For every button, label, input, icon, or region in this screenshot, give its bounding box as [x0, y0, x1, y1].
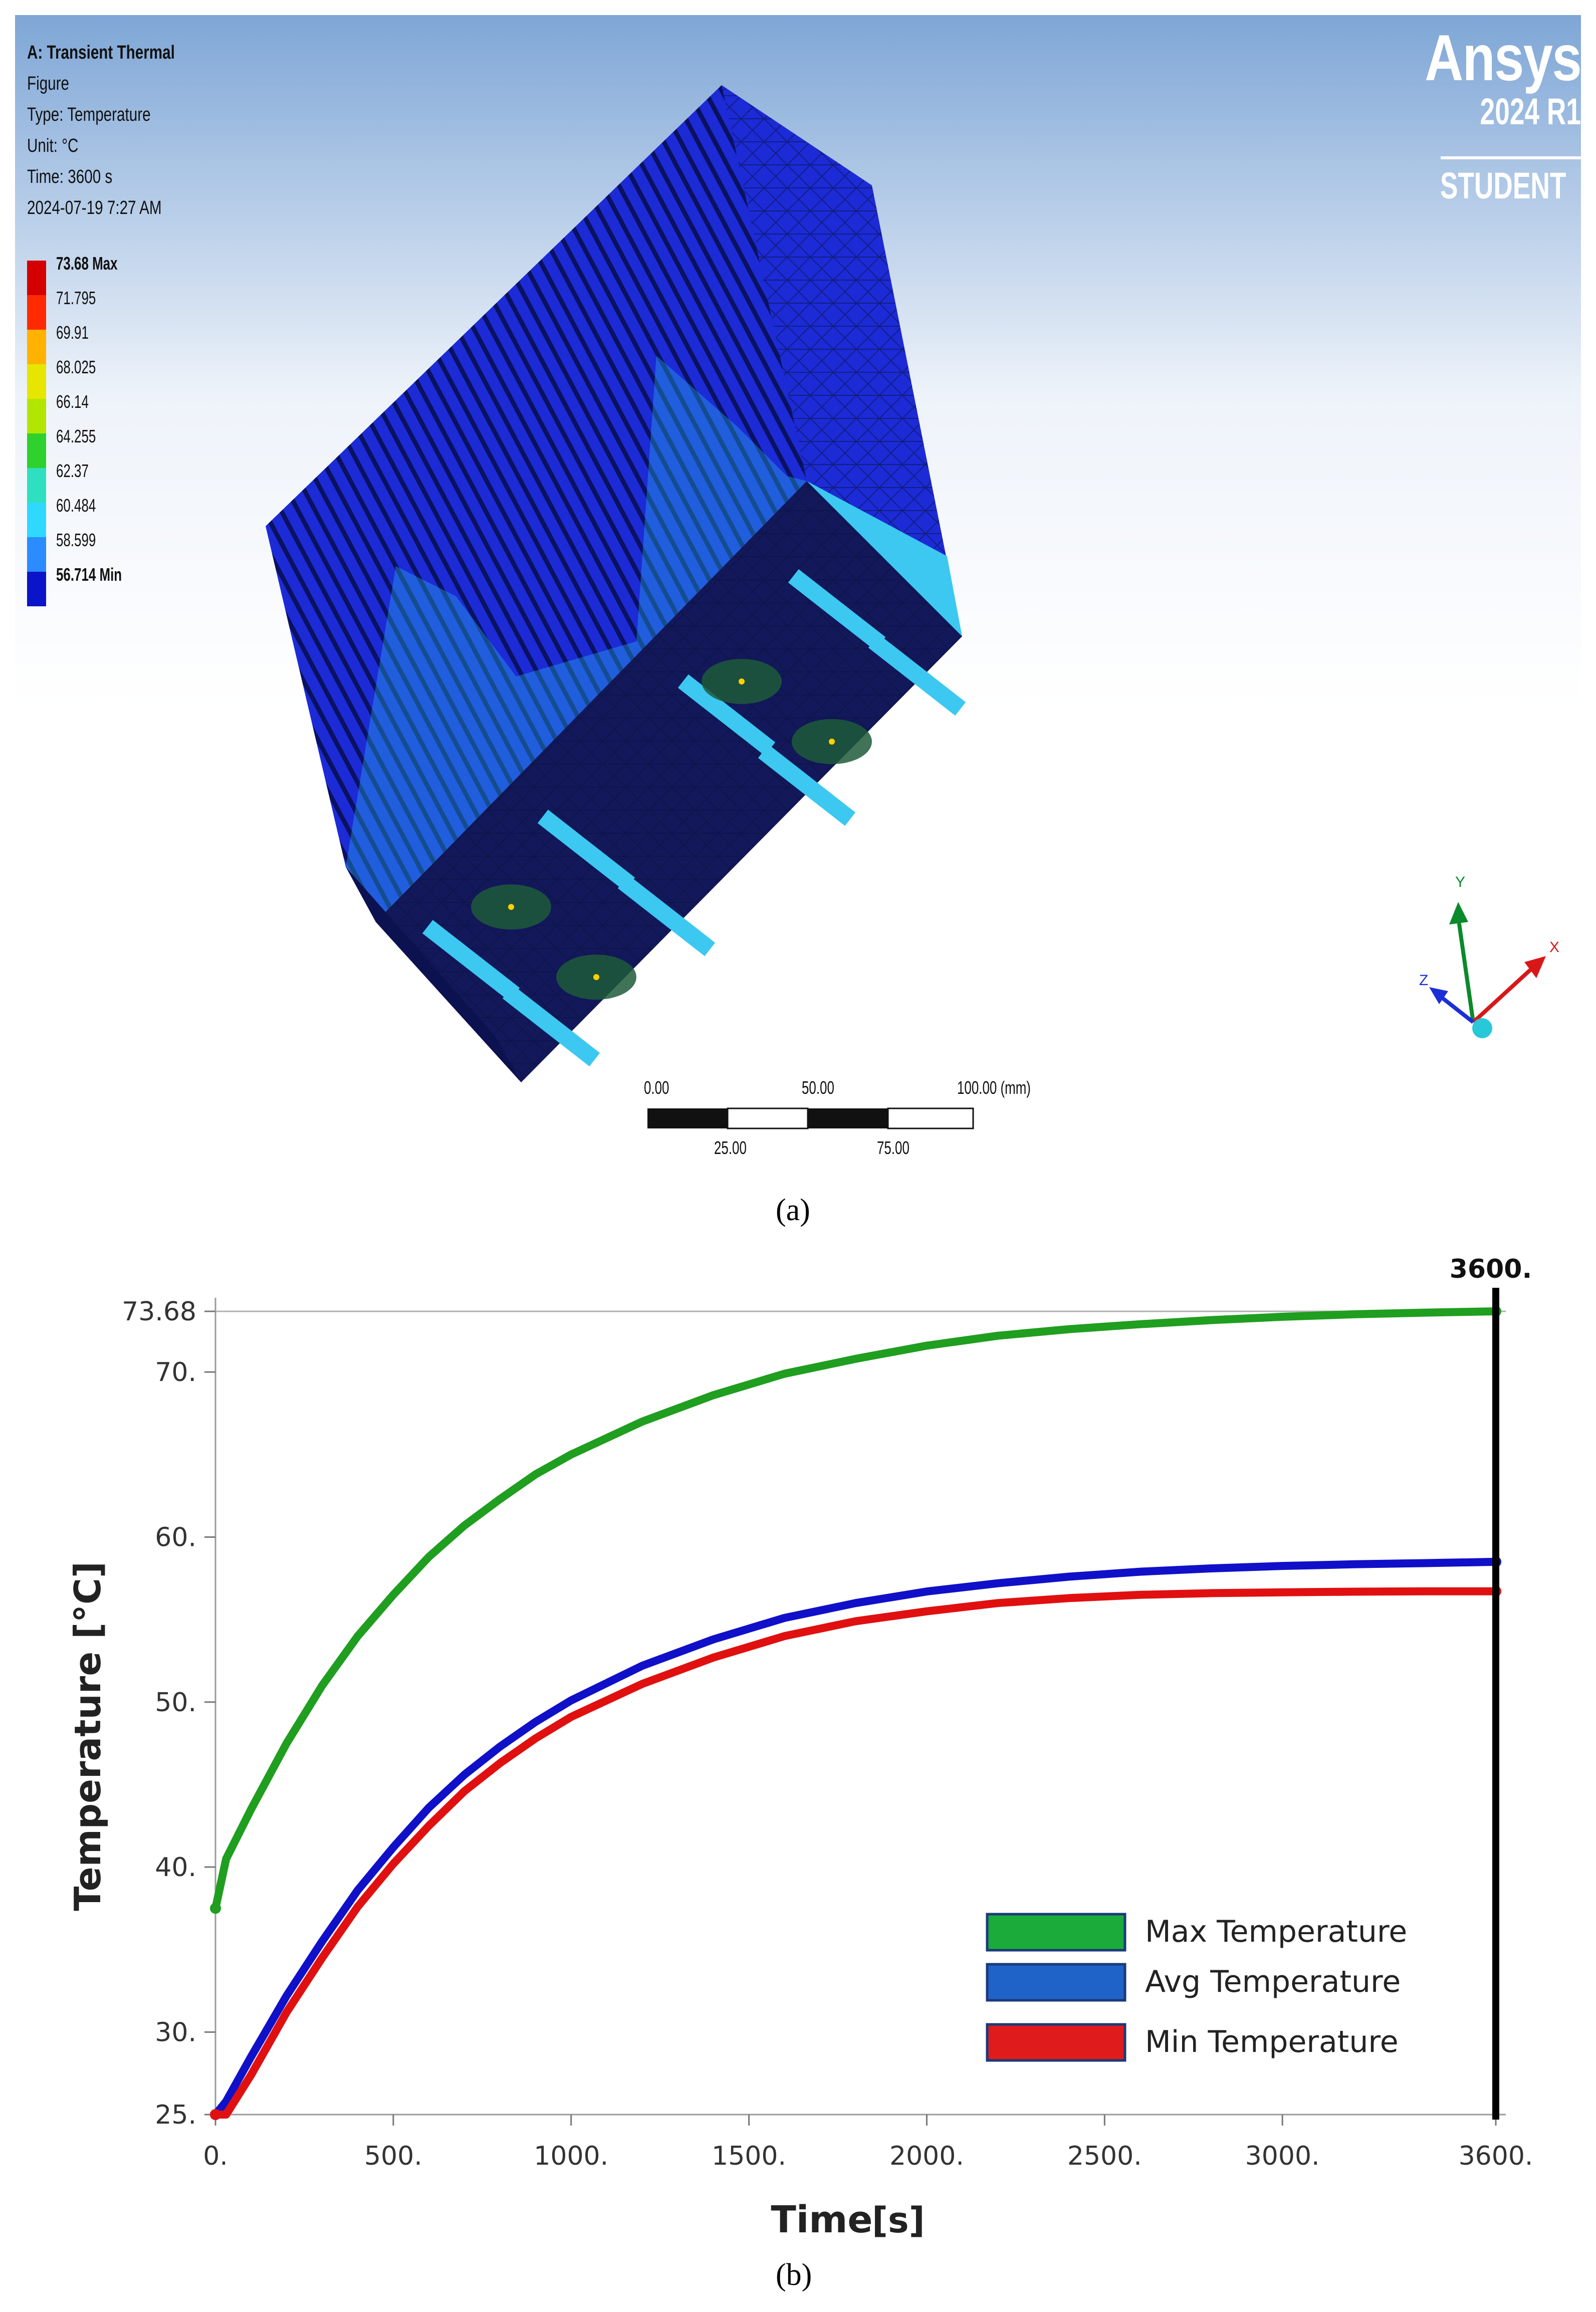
legend-value: 71.795 — [56, 288, 96, 308]
result-unit-label: Unit: °C — [27, 135, 79, 156]
logo-edition-text: STUDENT — [1440, 165, 1566, 206]
y-tick-label: 60. — [155, 1522, 196, 1552]
legend-value: 66.14 — [56, 391, 89, 412]
x-tick-label: 500. — [364, 2141, 422, 2171]
temperature-history-chart[interactable]: 25. 30. 40. 50. 60. 70. 73.68 0. 500. 1000. 1500. 2… — [0, 1243, 1596, 2255]
x-tick-label: 2500. — [1067, 2141, 1142, 2171]
triad-origin-sphere — [1472, 1018, 1492, 1038]
analysis-title: A: Transient Thermal — [27, 42, 175, 63]
triad-x-axis — [1472, 966, 1535, 1024]
legend-swatch — [986, 1913, 1126, 1952]
legend-swatch — [27, 364, 46, 399]
result-time-label: Time: 3600 s — [27, 166, 113, 187]
legend-swatch — [986, 1963, 1126, 2002]
ansys-viewport[interactable]: A: Transient Thermal Figure Type: Temper… — [15, 15, 1582, 1183]
legend-swatch — [27, 295, 46, 330]
legend-value: 64.255 — [56, 426, 96, 446]
legend-swatch — [27, 261, 46, 295]
y-tick-label: 40. — [155, 1853, 196, 1883]
scale-label-0: 0.00 — [644, 1077, 669, 1098]
scale-label-25: 25.00 — [714, 1137, 747, 1158]
triad-x-arrow — [1524, 956, 1546, 978]
series-line-max-temperature — [211, 1307, 1500, 1913]
scale-label-50: 50.00 — [802, 1077, 834, 1098]
caption-a: (a) — [776, 1193, 810, 1227]
y-tick-label: 30. — [155, 2017, 196, 2047]
triad-z-label: Z — [1419, 972, 1428, 989]
legend-value: 69.91 — [56, 322, 89, 343]
plot-area — [215, 1278, 1506, 2115]
triad-y-arrow — [1449, 902, 1468, 924]
legend-swatch — [27, 399, 46, 433]
legend-label: Max Temperature — [1145, 1914, 1407, 1949]
legend-label: Min Temperature — [1145, 2024, 1399, 2059]
scale-label-100: 100.00 (mm) — [957, 1077, 1031, 1098]
legend-value: 73.68 Max — [56, 253, 118, 274]
heatsink-base-mesh — [376, 481, 962, 1082]
x-axis-title: Time — [771, 2198, 872, 2241]
series-start-point — [210, 1903, 221, 1914]
result-type-label: Type: Temperature — [27, 104, 151, 125]
x-tick-label: 3600. — [1459, 2141, 1533, 2171]
legend-value: 56.714 Min — [56, 564, 122, 585]
legend-value: 60.484 — [56, 495, 96, 516]
legend-swatch — [27, 330, 46, 364]
legend-swatch — [27, 468, 46, 503]
scale-bar: 0.00 50.00 100.00 (mm) 25.00 75.00 — [616, 1077, 1067, 1178]
result-figure-label: Figure — [27, 73, 70, 94]
x-tick-label: 3000. — [1245, 2141, 1320, 2171]
logo-version-text: 2024 R1 — [1480, 91, 1581, 132]
triad-y-axis — [1456, 916, 1475, 1023]
y-tick-label: 25. — [155, 2100, 196, 2130]
scale-bar-segments — [647, 1107, 974, 1129]
heatsink-side-mesh — [722, 85, 962, 636]
axis-triad[interactable]: Y X Z — [1418, 867, 1568, 1077]
heatsink-fins-overlay — [346, 356, 807, 922]
legend-swatch — [986, 2023, 1126, 2062]
legend-swatch — [27, 572, 46, 606]
legend-swatch — [27, 433, 46, 468]
x-tick-label: 2000. — [889, 2141, 964, 2171]
x-axis-unit: [s] — [872, 2200, 925, 2241]
series-line-avg-temperature — [211, 1557, 1500, 2119]
heatsink-base-edge — [346, 867, 521, 1082]
hotspots — [471, 659, 872, 1000]
triad-x-label: X — [1549, 939, 1559, 956]
legend-value: 68.025 — [56, 357, 96, 377]
legend-label: Avg Temperature — [1145, 1964, 1401, 1999]
logo-brand-text: Ansys — [1425, 21, 1581, 94]
logo-divider — [1441, 156, 1581, 159]
triad-z-axis — [1437, 993, 1475, 1024]
legend-swatch — [27, 537, 46, 572]
chart-svg: 25. 30. 40. 50. 60. 70. 73.68 0. 500. 1000. 1500. 2… — [67, 1254, 1533, 2241]
y-tick-label: 73.68 — [122, 1297, 196, 1327]
device-pads — [422, 569, 966, 1067]
legend-swatch — [27, 503, 46, 537]
x-tick-label: 1500. — [712, 2141, 786, 2171]
scale-label-75: 75.00 — [877, 1137, 909, 1158]
triad-y-label: Y — [1455, 874, 1465, 890]
series-line-min-temperature — [211, 1587, 1500, 2119]
series-start-point — [210, 2109, 221, 2120]
y-tick-label: 50. — [155, 1688, 196, 1718]
x-tick-label: 1000. — [534, 2141, 608, 2171]
triad-z-arrow — [1429, 987, 1448, 1004]
result-date-label: 2024-07-19 7:27 AM — [27, 197, 162, 218]
legend-value: 58.599 — [56, 530, 96, 550]
x-tick-label: 0. — [203, 2141, 228, 2171]
caption-b: (b) — [776, 2258, 812, 2292]
time-cursor-label: 3600. — [1450, 1254, 1532, 1284]
heatsink-model[interactable] — [15, 15, 1581, 1183]
y-axis-title: Temperature [°C] — [67, 1561, 109, 1911]
y-tick-label: 70. — [155, 1357, 196, 1388]
ansys-logo: Ansys 2024 R1 STUDENT — [1371, 21, 1581, 206]
legend-value: 62.37 — [56, 460, 89, 481]
